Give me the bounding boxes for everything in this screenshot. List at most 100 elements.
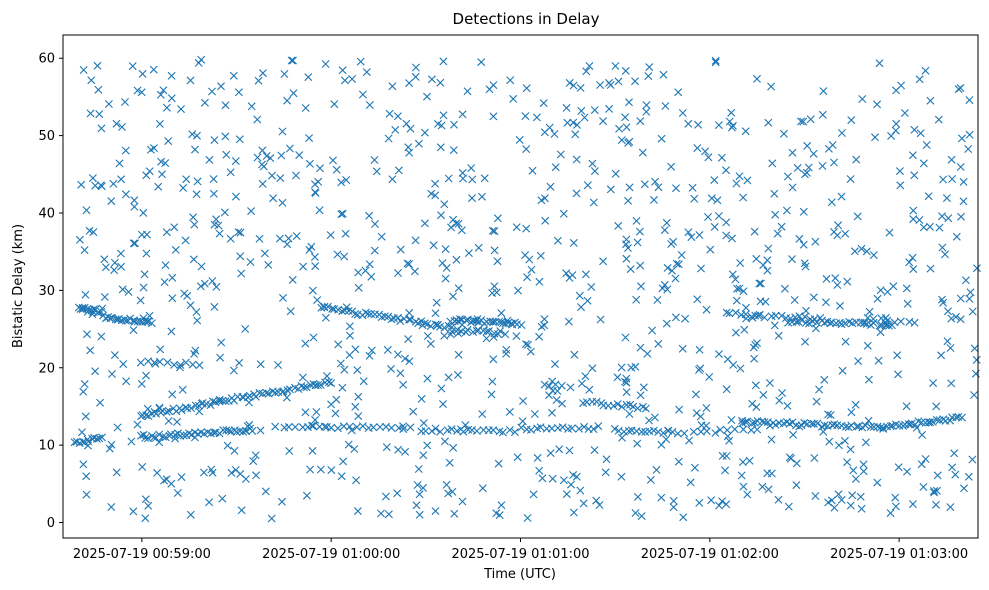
detection-marker	[170, 360, 179, 369]
detection-marker	[160, 476, 169, 485]
detection-marker	[153, 468, 162, 477]
detection-marker	[216, 353, 225, 362]
detection-marker	[764, 244, 773, 253]
detection-marker	[924, 192, 933, 201]
y-tick-label: 30	[38, 284, 55, 299]
detection-marker	[739, 193, 748, 202]
detection-marker	[946, 344, 955, 352]
detection-marker	[258, 179, 267, 188]
detection-marker	[236, 252, 245, 261]
detection-marker	[458, 497, 467, 506]
detection-marker	[695, 231, 704, 239]
detection-marker	[472, 317, 481, 326]
detection-marker	[341, 229, 350, 238]
detection-marker	[295, 151, 304, 160]
detection-marker	[756, 297, 765, 306]
detection-marker	[95, 434, 104, 443]
detection-marker	[401, 447, 410, 456]
detection-marker	[252, 471, 261, 480]
detection-marker	[314, 381, 323, 389]
detection-marker	[599, 257, 608, 266]
detection-marker	[834, 490, 843, 499]
detection-marker	[926, 264, 935, 273]
detection-marker	[662, 319, 671, 328]
detection-marker	[725, 436, 734, 445]
detection-marker	[432, 298, 441, 307]
detection-marker	[725, 117, 734, 126]
detection-marker	[841, 319, 850, 328]
detection-marker	[440, 437, 449, 446]
detection-marker	[540, 128, 549, 137]
detection-marker	[371, 220, 379, 228]
detection-marker	[751, 381, 760, 390]
detection-marker	[489, 426, 498, 435]
detection-marker	[282, 393, 291, 402]
detection-marker	[338, 66, 347, 75]
detection-marker	[583, 181, 592, 190]
detection-marker	[426, 322, 435, 331]
detection-marker	[431, 179, 440, 188]
detection-marker	[329, 156, 337, 165]
detection-marker	[550, 130, 559, 138]
detection-marker	[79, 66, 88, 74]
detection-marker	[86, 346, 95, 355]
detection-marker	[573, 120, 581, 129]
detection-marker	[680, 429, 689, 438]
detection-marker	[596, 315, 605, 324]
detection-marker	[575, 424, 583, 433]
detection-marker	[330, 100, 339, 109]
detection-marker	[417, 394, 426, 403]
detection-marker	[218, 494, 227, 503]
detection-marker	[512, 332, 521, 341]
detection-marker	[126, 314, 135, 323]
detection-marker	[310, 253, 319, 261]
detection-marker	[517, 423, 526, 432]
detection-marker	[941, 250, 949, 259]
detection-marker	[309, 421, 318, 430]
detection-marker	[278, 497, 286, 506]
detection-marker	[539, 99, 548, 108]
detection-marker	[83, 304, 92, 313]
detection-marker	[337, 178, 346, 187]
detection-marker	[722, 218, 731, 227]
detection-marker	[760, 313, 769, 322]
detection-marker	[621, 377, 629, 386]
detection-marker	[951, 470, 960, 479]
detection-marker	[463, 325, 472, 334]
detection-marker	[271, 388, 280, 397]
detection-marker	[255, 234, 264, 243]
detection-marker	[691, 390, 700, 399]
detection-marker	[197, 55, 206, 64]
detection-marker	[137, 431, 145, 440]
detection-marker	[569, 81, 578, 90]
detection-marker	[553, 387, 562, 395]
detection-marker	[662, 435, 671, 444]
detection-marker	[333, 250, 342, 259]
detection-marker	[164, 417, 173, 425]
detection-marker	[555, 445, 564, 454]
detection-marker	[908, 151, 917, 160]
detection-marker	[631, 77, 639, 86]
detection-marker	[437, 211, 445, 220]
detection-marker	[285, 385, 294, 394]
detection-marker	[819, 427, 828, 436]
detection-marker	[515, 135, 524, 144]
detection-marker	[535, 466, 544, 475]
detection-marker	[581, 372, 590, 381]
detection-marker	[200, 279, 209, 288]
detection-marker	[576, 83, 585, 92]
detection-marker	[105, 444, 114, 453]
detection-marker	[625, 137, 634, 146]
detection-marker	[932, 402, 941, 411]
detection-marker	[932, 500, 940, 509]
detection-marker	[631, 509, 640, 517]
detection-marker	[316, 465, 325, 474]
detection-marker	[387, 364, 395, 373]
detection-marker	[180, 289, 189, 298]
detection-marker	[124, 287, 133, 296]
detection-marker	[406, 315, 415, 324]
detection-marker	[679, 513, 688, 522]
detection-marker	[444, 373, 453, 382]
detection-marker	[896, 181, 905, 190]
detection-marker	[488, 377, 497, 386]
